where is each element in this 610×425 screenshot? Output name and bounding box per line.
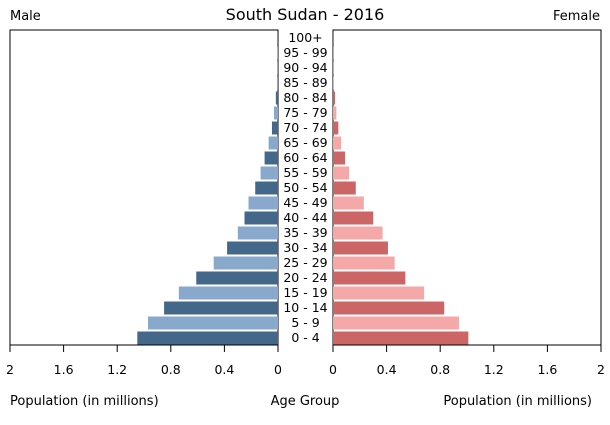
female-tick-label: 0 [329,362,337,377]
male-bar-0-4 [137,331,278,345]
male-bar-75-79 [273,106,278,120]
male-bar-65-69 [268,136,278,150]
male-tick-label: 0.4 [214,362,234,377]
female-bar-80-84 [333,91,336,105]
male-bar-25-29 [213,256,278,270]
chart-title: South Sudan - 2016 [226,5,385,24]
female-bar-85-89 [333,76,334,90]
male-bar-55-59 [260,166,278,180]
age-group-label: 60 - 64 [283,150,327,165]
male-bar-10-14 [164,301,278,315]
female-tick-label: 1.6 [537,362,557,377]
age-group-label: 40 - 44 [283,210,327,225]
female-bar-5-9 [333,316,459,330]
bars-group [137,31,469,345]
female-tick-label: 2 [597,362,605,377]
age-group-label: 80 - 84 [283,90,327,105]
age-group-label: 30 - 34 [283,240,327,255]
female-bar-55-59 [333,166,350,180]
female-bar-70-74 [333,121,339,135]
male-bar-5-9 [148,316,278,330]
female-bar-30-34 [333,241,388,255]
age-group-label: 35 - 39 [283,225,327,240]
male-bar-35-39 [237,226,278,240]
female-bar-20-24 [333,271,406,285]
male-bar-70-74 [271,121,278,135]
female-bar-0-4 [333,331,469,345]
male-bar-60-64 [264,151,278,165]
age-group-label: 10 - 14 [283,300,327,315]
ticks-group: 2 1.6 1.2 0.8 0.4 0 0 0.4 0.8 1.2 1.6 2 [6,345,605,377]
male-tick-label: 1.2 [107,362,127,377]
female-bar-35-39 [333,226,383,240]
age-group-label: 5 - 9 [291,315,319,330]
female-axis-label: Population (in millions) [443,394,592,409]
age-group-label: 70 - 74 [283,120,327,135]
female-bar-25-29 [333,256,395,270]
age-group-label: 100+ [288,30,322,45]
male-bar-85-89 [276,76,278,90]
male-tick-label: 0.8 [161,362,181,377]
age-group-label: 25 - 29 [283,255,327,270]
female-bar-10-14 [333,301,445,315]
age-group-label: 65 - 69 [283,135,327,150]
age-group-label: 95 - 99 [283,45,327,60]
male-bar-40-44 [244,211,278,225]
age-group-label: 75 - 79 [283,105,327,120]
male-bar-45-49 [248,196,278,210]
male-bar-20-24 [196,271,278,285]
female-bar-45-49 [333,196,364,210]
female-bar-15-19 [333,286,425,300]
male-bar-50-54 [255,181,278,195]
age-group-label: 50 - 54 [283,180,327,195]
male-tick-label: 1.6 [54,362,74,377]
male-tick-label: 2 [6,362,14,377]
male-label: Male [10,9,41,24]
female-bar-50-54 [333,181,356,195]
male-bar-80-84 [275,91,278,105]
female-tick-label: 1.2 [484,362,504,377]
female-bar-75-79 [333,106,337,120]
age-group-label: 90 - 94 [283,60,327,75]
age-group-label: 45 - 49 [283,195,327,210]
female-bar-60-64 [333,151,346,165]
female-bar-40-44 [333,211,374,225]
female-label: Female [553,9,600,24]
female-bar-65-69 [333,136,342,150]
age-group-label: 85 - 89 [283,75,327,90]
male-axis-label: Population (in millions) [10,394,159,409]
age-group-label: 55 - 59 [283,165,327,180]
female-tick-label: 0.8 [430,362,450,377]
age-group-axis-label: Age Group [271,394,340,409]
female-tick-label: 0.4 [377,362,397,377]
age-group-label: 15 - 19 [283,285,327,300]
male-bar-90-94 [277,61,278,75]
age-group-label: 20 - 24 [283,270,327,285]
age-group-label: 0 - 4 [291,330,319,345]
male-bar-15-19 [178,286,278,300]
male-tick-label: 0 [274,362,282,377]
male-bar-30-34 [227,241,278,255]
